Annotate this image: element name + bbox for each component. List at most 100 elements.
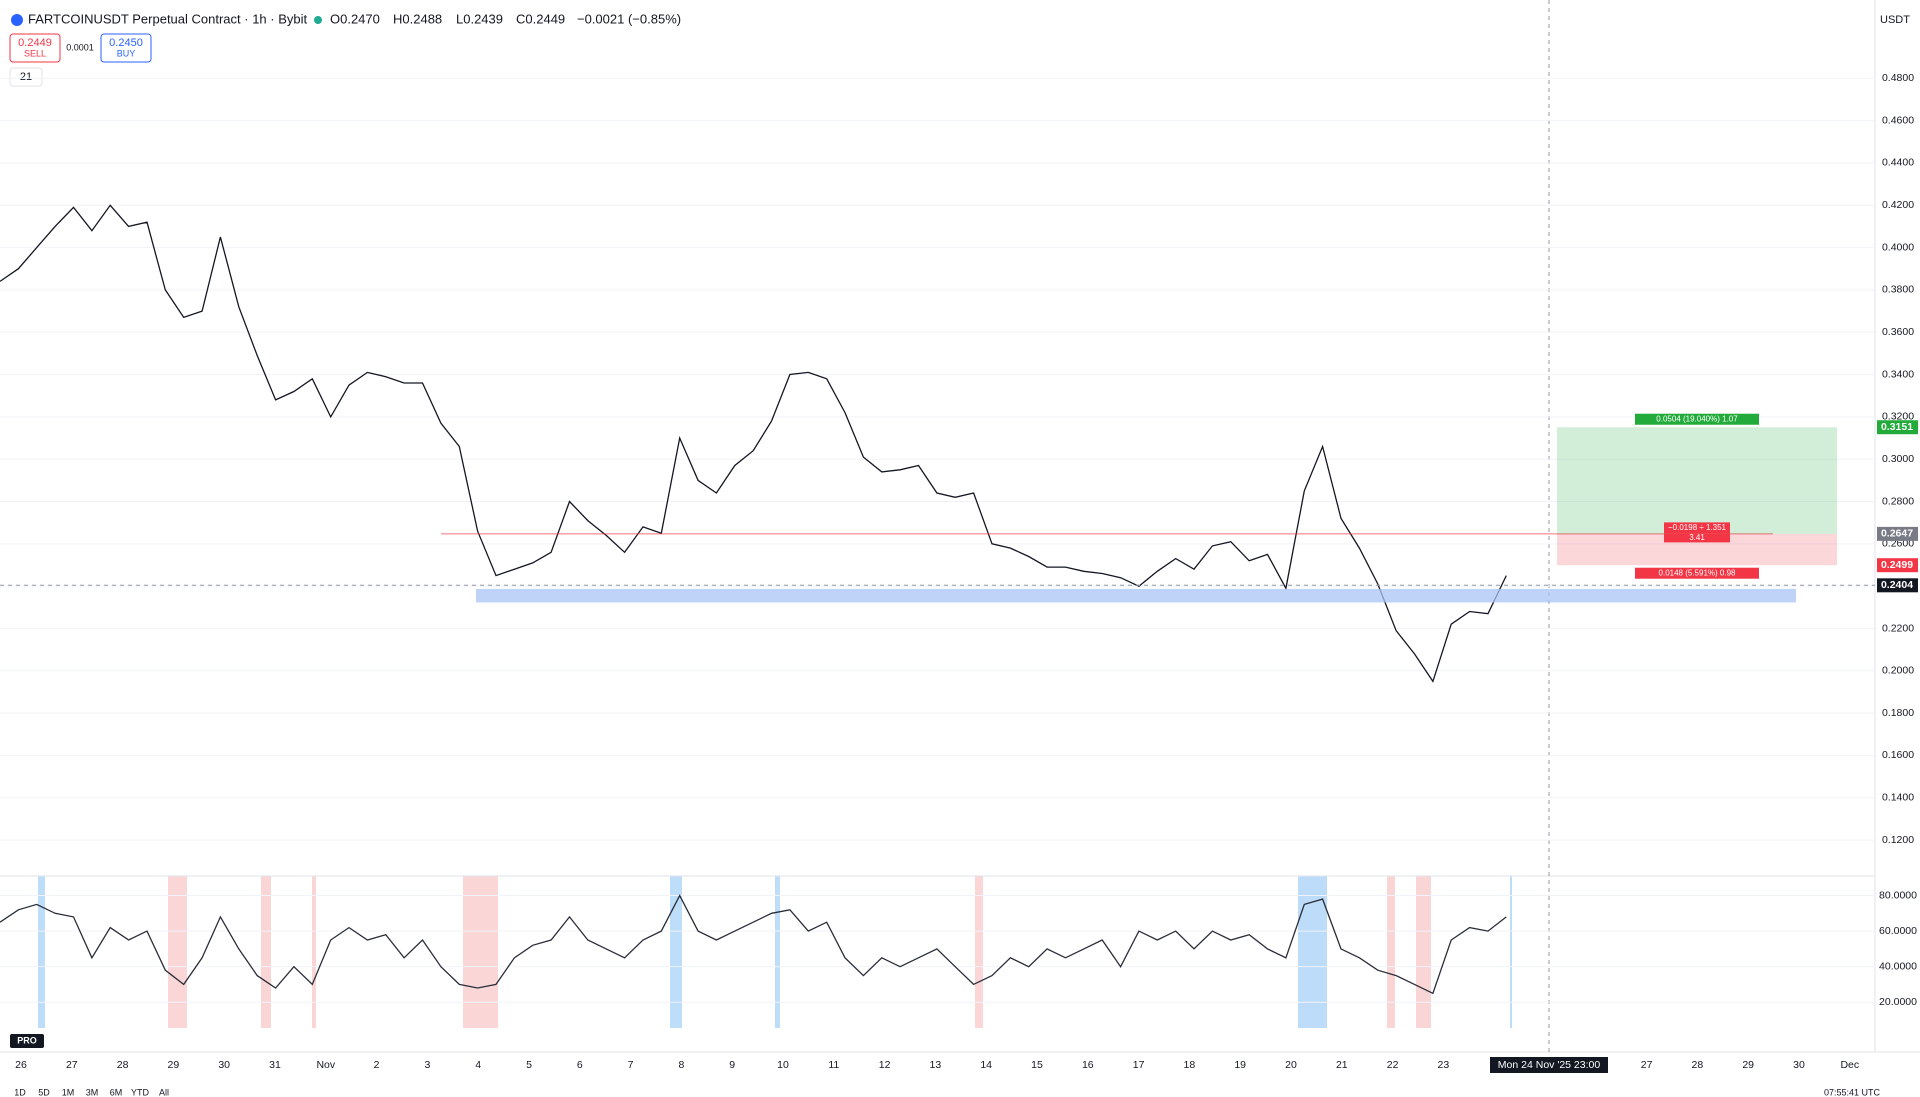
symbol-title[interactable]: FARTCOINUSDT Perpetual Contract · 1h · B… [28,11,308,26]
logo-text: PRO [17,1035,37,1045]
y-tick-label: 0.4000 [1882,241,1914,253]
y-tick-label: 80.0000 [1879,889,1917,901]
range-button[interactable]: 6M [110,1087,123,1097]
x-tick-label: 20 [1285,1059,1297,1071]
x-tick-label: 11 [828,1059,839,1071]
y-tick-label: 0.2800 [1882,495,1914,507]
range-button[interactable]: 5D [38,1087,50,1097]
market-status [314,16,322,24]
y-tick-label: 20.0000 [1879,996,1917,1008]
x-tick-label: 8 [678,1059,684,1071]
x-tick-label: 2 [374,1059,380,1071]
x-tick-label: 5 [526,1059,532,1071]
position-label-bg [1664,522,1730,534]
x-tick-label: 10 [777,1059,789,1071]
position-label-bg [1664,533,1730,543]
ohlc-high: H0.2488 [393,11,442,26]
y-tick-label: 0.3000 [1882,453,1914,465]
band [463,876,498,1028]
x-tick-label: 21 [1336,1059,1348,1071]
range-button[interactable]: 1M [62,1087,75,1097]
price-tag: 0.2499 [1881,559,1913,571]
band [1387,876,1395,1028]
x-tick-label: 6 [577,1059,583,1071]
y-tick-label: 0.3400 [1882,368,1914,380]
price-tag: 0.3151 [1881,421,1913,433]
target-box [1557,427,1837,534]
y-tick-label: 0.4800 [1882,72,1914,84]
x-tick-label: 23 [1438,1059,1450,1071]
y-tick-label: 0.2200 [1882,622,1914,634]
clock: 07:55:41 UTC [1824,1087,1881,1097]
position-label: 0.0504 (19.040%) 1.07 [1656,414,1738,423]
band [38,876,45,1028]
y-tick-label: 0.1600 [1882,749,1914,761]
sell-price: 0.2449 [18,37,52,49]
band [1510,876,1512,1028]
range-button[interactable]: 3M [86,1087,99,1097]
price-tag-bg [1877,420,1918,435]
sell-label: SELL [24,48,46,58]
band [775,876,780,1028]
band [670,876,682,1028]
y-tick-label: 0.1400 [1882,792,1914,804]
y-tick-label: 0.4400 [1882,157,1914,169]
y-tick-label: 0.1800 [1882,707,1914,719]
x-tick-label: 27 [66,1059,78,1071]
price-tag-bg [1877,578,1918,593]
symbol-icon [11,14,23,26]
x-tick-label: 14 [980,1059,992,1071]
x-tick-label: 17 [1133,1059,1145,1071]
y-tick-label: 0.1200 [1882,834,1914,846]
x-tick-label: Dec [1840,1059,1859,1071]
ohlc-low: L0.2439 [456,11,503,26]
x-tick-label: Nov [316,1059,335,1071]
x-tick-label: 9 [729,1059,735,1071]
series-line [0,894,1507,995]
band [312,876,316,1028]
x-tick-label: 19 [1234,1059,1246,1071]
rsi-signal-bands [38,876,1512,1028]
buy-button[interactable] [100,33,152,63]
y-tick-label: 40.0000 [1879,960,1917,972]
price-tag-bg [1877,526,1918,541]
support-zone [476,588,1796,603]
indicator-count: 21 [20,71,32,83]
y-tick-label: 0.4600 [1882,114,1914,126]
y-tick-label: 60.0000 [1879,925,1917,937]
currency[interactable]: USDT [1880,14,1910,26]
range-button[interactable]: YTD [131,1087,150,1097]
spread: 0.0001 [66,42,94,52]
range-button[interactable]: All [159,1087,169,1097]
position-label-bg [1635,413,1759,425]
y-tick-label: 0.3800 [1882,284,1914,296]
position-label: −0.0198 ÷ 1.351 [1668,523,1727,532]
y-tick-label: 0.3200 [1882,411,1914,423]
crosshair-label-bg [1490,1057,1608,1073]
x-tick-label: 30 [218,1059,230,1071]
price-tag-bg [1877,558,1918,573]
position-label: 3.41 [1689,533,1705,542]
x-tick-label: 29 [1742,1059,1754,1071]
y-tick-label: 0.3600 [1882,326,1914,338]
band [261,876,271,1028]
x-tick-label: 7 [628,1059,634,1071]
ohlc-change: −0.0021 (−0.85%) [577,11,681,26]
x-tick-label: 18 [1184,1059,1196,1071]
x-tick-label: 29 [168,1059,180,1071]
band [1416,876,1431,1028]
x-tick-label: 13 [930,1059,942,1071]
series-line [0,204,1507,683]
sell-button[interactable] [9,33,61,63]
crosshair-label: Mon 24 Nov '25 23:00 [1498,1059,1601,1071]
indicators-toggle[interactable] [9,67,43,87]
x-tick-label: 15 [1031,1059,1043,1071]
x-tick-label: 27 [1641,1059,1653,1071]
range-button[interactable]: 1D [14,1087,26,1097]
ohlc-open: O0.2470 [330,11,380,26]
band [168,876,187,1028]
band [975,876,983,1028]
x-tick-label: 16 [1082,1059,1094,1071]
x-tick-label: 31 [269,1059,281,1071]
